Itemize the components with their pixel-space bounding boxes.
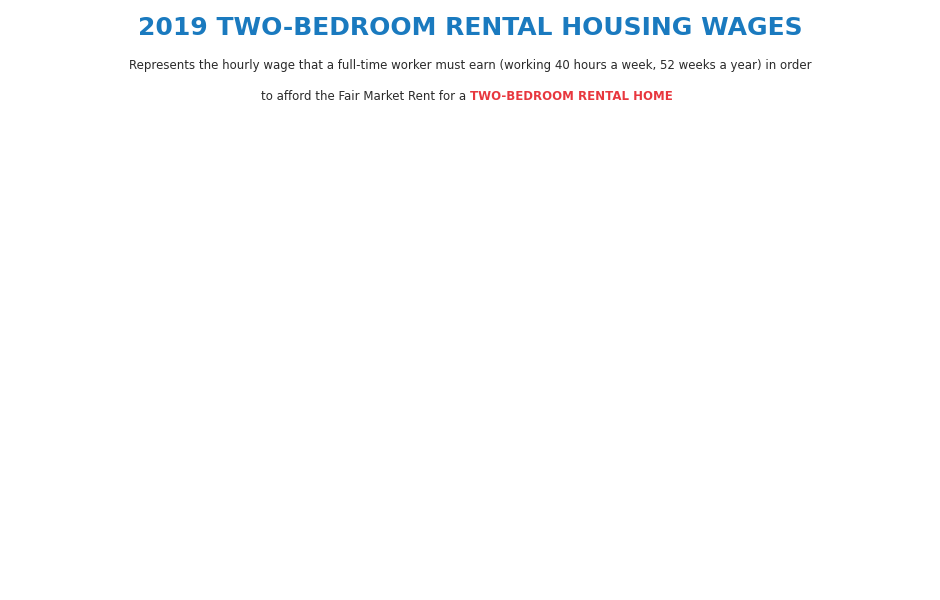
Text: to afford the Fair Market Rent for a: to afford the Fair Market Rent for a [261, 89, 470, 103]
Text: 2019 TWO-BEDROOM RENTAL HOUSING WAGES: 2019 TWO-BEDROOM RENTAL HOUSING WAGES [137, 16, 803, 40]
Text: TWO-BEDROOM RENTAL HOME: TWO-BEDROOM RENTAL HOME [470, 89, 673, 103]
Text: Represents the hourly wage that a full-time worker must earn (working 40 hours a: Represents the hourly wage that a full-t… [129, 59, 811, 73]
